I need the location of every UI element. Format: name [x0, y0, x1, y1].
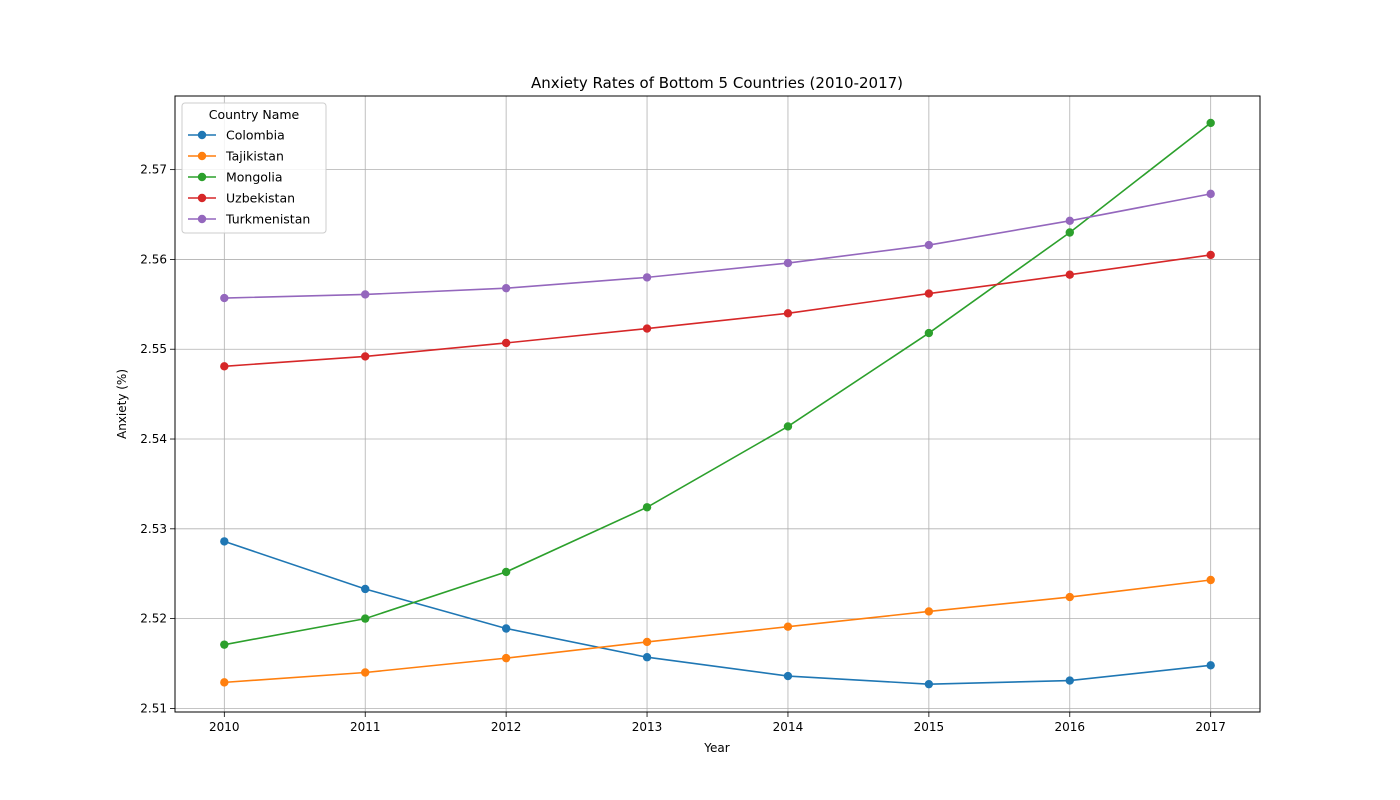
data-point	[1065, 228, 1074, 237]
legend-item-tajikistan: Tajikistan	[188, 149, 284, 164]
y-tick-label: 2.56	[140, 252, 167, 266]
legend-item-turkmenistan: Turkmenistan	[188, 212, 310, 227]
x-tick-label: 2010	[209, 720, 240, 734]
data-point	[220, 537, 229, 546]
data-point	[361, 584, 370, 594]
y-tick-label: 2.52	[140, 612, 167, 626]
x-tick-label: 2015	[914, 720, 945, 734]
data-point	[361, 352, 370, 361]
legend-label: Uzbekistan	[226, 191, 295, 206]
data-point	[220, 640, 229, 649]
y-tick-label: 2.54	[140, 432, 167, 446]
legend-marker	[197, 130, 207, 140]
legend-label: Tajikistan	[225, 149, 284, 164]
data-point	[783, 309, 793, 318]
data-point	[642, 653, 652, 662]
data-point	[1065, 676, 1074, 685]
data-point	[924, 679, 934, 689]
legend-items: Colombia Tajikistan Mongolia Uzbekistan Turk…	[188, 128, 310, 227]
legend-label: Colombia	[226, 128, 285, 143]
series-mongolia	[220, 118, 1215, 649]
series-line	[224, 540, 1211, 685]
x-tick-label: 2012	[491, 720, 522, 734]
data-point	[1065, 592, 1074, 602]
data-point	[783, 622, 793, 631]
series-line	[224, 579, 1211, 684]
data-point	[501, 283, 511, 293]
x-tick-label: 2016	[1054, 720, 1085, 734]
legend-marker	[197, 172, 207, 182]
data-point	[361, 290, 370, 299]
data-point	[1206, 661, 1215, 670]
data-point	[783, 422, 793, 431]
data-point	[642, 273, 652, 282]
data-point	[501, 338, 511, 348]
data-point	[783, 258, 793, 268]
legend-item-uzbekistan: Uzbekistan	[188, 191, 295, 206]
data-point	[924, 289, 934, 298]
data-point	[361, 668, 370, 677]
data-point	[924, 607, 934, 616]
y-tick-label: 2.51	[140, 701, 167, 715]
chart-title: Anxiety Rates of Bottom 5 Countries (201…	[531, 74, 903, 92]
grid-lines	[175, 96, 1260, 712]
x-axis: 2010 2011 2012 2013 2014 2015 2016 2017	[209, 712, 1226, 734]
data-point	[220, 293, 229, 303]
y-axis-label: Anxiety (%)	[115, 369, 129, 439]
legend-box	[181, 102, 327, 234]
series-layer	[220, 118, 1215, 689]
data-point	[924, 240, 934, 250]
y-tick-label: 2.57	[140, 163, 167, 177]
series-uzbekistan	[220, 250, 1215, 371]
x-tick-label: 2013	[632, 720, 663, 734]
data-point	[1065, 216, 1074, 226]
x-tick-label: 2011	[350, 720, 381, 734]
data-point	[501, 567, 511, 577]
legend-marker	[197, 193, 207, 203]
y-tick-label: 2.55	[140, 342, 167, 356]
data-point	[1065, 270, 1074, 279]
data-point	[1206, 189, 1215, 199]
data-point	[642, 503, 652, 512]
series-line	[224, 254, 1211, 368]
y-axis: 2.51 2.52 2.53 2.54 2.55 2.56 2.57	[140, 163, 175, 715]
data-point	[501, 624, 511, 633]
series-turkmenistan	[220, 189, 1215, 303]
data-point	[220, 678, 229, 687]
legend-marker	[197, 151, 207, 161]
x-tick-label: 2014	[773, 720, 804, 734]
legend-title: Country Name	[209, 107, 300, 122]
data-point	[220, 362, 229, 371]
series-tajikistan	[220, 575, 1215, 687]
plot-frame	[174, 95, 1261, 713]
legend-label: Turkmenistan	[225, 212, 310, 227]
x-tick-label: 2017	[1195, 720, 1226, 734]
series-line	[224, 122, 1212, 646]
legend-item-mongolia: Mongolia	[188, 170, 283, 185]
x-axis-label: Year	[703, 741, 729, 755]
legend-label: Mongolia	[226, 170, 283, 185]
data-point	[642, 324, 652, 333]
data-point	[501, 653, 511, 663]
legend-marker	[197, 214, 207, 224]
data-point	[1206, 118, 1215, 128]
data-point	[1206, 250, 1215, 260]
legend: Country Name Colombia Tajikistan Mongolia U…	[181, 102, 327, 234]
data-point	[924, 328, 934, 338]
data-point	[783, 671, 793, 681]
legend-item-colombia: Colombia	[188, 128, 285, 143]
data-point	[642, 637, 652, 647]
y-tick-label: 2.53	[140, 522, 167, 536]
series-colombia	[220, 537, 1215, 689]
data-point	[361, 614, 370, 623]
series-line	[224, 193, 1211, 299]
data-point	[1206, 575, 1215, 585]
